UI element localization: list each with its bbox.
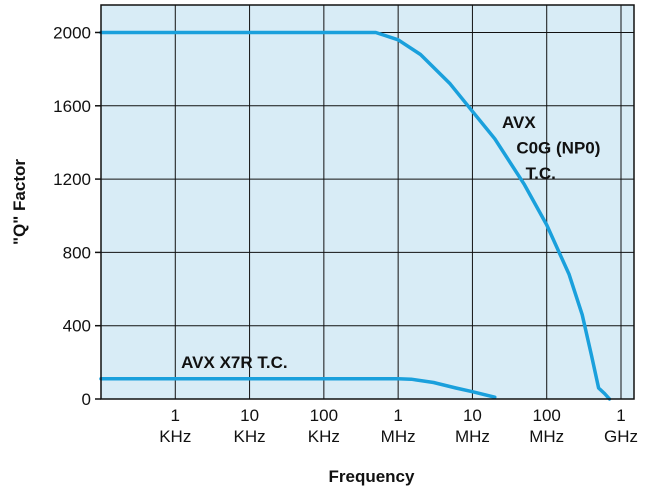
- x-tick-label-unit-6: GHz: [604, 427, 638, 446]
- x-tick-label-value-3: 1: [393, 406, 402, 425]
- y-tick-label-3: 1200: [53, 170, 91, 189]
- x-tick-label-unit-5: MHz: [529, 427, 564, 446]
- c0g-label-line-3: T.C.: [526, 164, 556, 183]
- x-tick-label-value-6: 1: [616, 406, 625, 425]
- x-axis-title: Frequency: [329, 467, 416, 486]
- c0g-label-line-1: AVX: [502, 113, 536, 132]
- x-tick-label-unit-4: MHz: [455, 427, 490, 446]
- y-tick-label-2: 800: [63, 243, 91, 262]
- x-tick-label-unit-1: KHz: [234, 427, 266, 446]
- plot-area: [101, 5, 634, 399]
- x7r-label: AVX X7R T.C.: [181, 353, 287, 372]
- x-tick-label-value-2: 100: [310, 406, 338, 425]
- x-tick-label-unit-0: KHz: [159, 427, 191, 446]
- x-tick-label-unit-2: KHz: [308, 427, 340, 446]
- c0g-label-line-2: C0G (NP0): [516, 138, 600, 157]
- y-tick-label-5: 2000: [53, 23, 91, 42]
- x-tick-label-value-1: 10: [240, 406, 259, 425]
- x-tick-label-value-4: 10: [463, 406, 482, 425]
- x-tick-label-unit-3: MHz: [381, 427, 416, 446]
- y-tick-label-0: 0: [82, 390, 91, 409]
- y-tick-label-1: 400: [63, 317, 91, 336]
- x-tick-label-value-0: 1: [171, 406, 180, 425]
- y-tick-label-4: 1600: [53, 97, 91, 116]
- y-axis-title: "Q" Factor: [10, 159, 29, 245]
- x-tick-label-value-5: 100: [533, 406, 561, 425]
